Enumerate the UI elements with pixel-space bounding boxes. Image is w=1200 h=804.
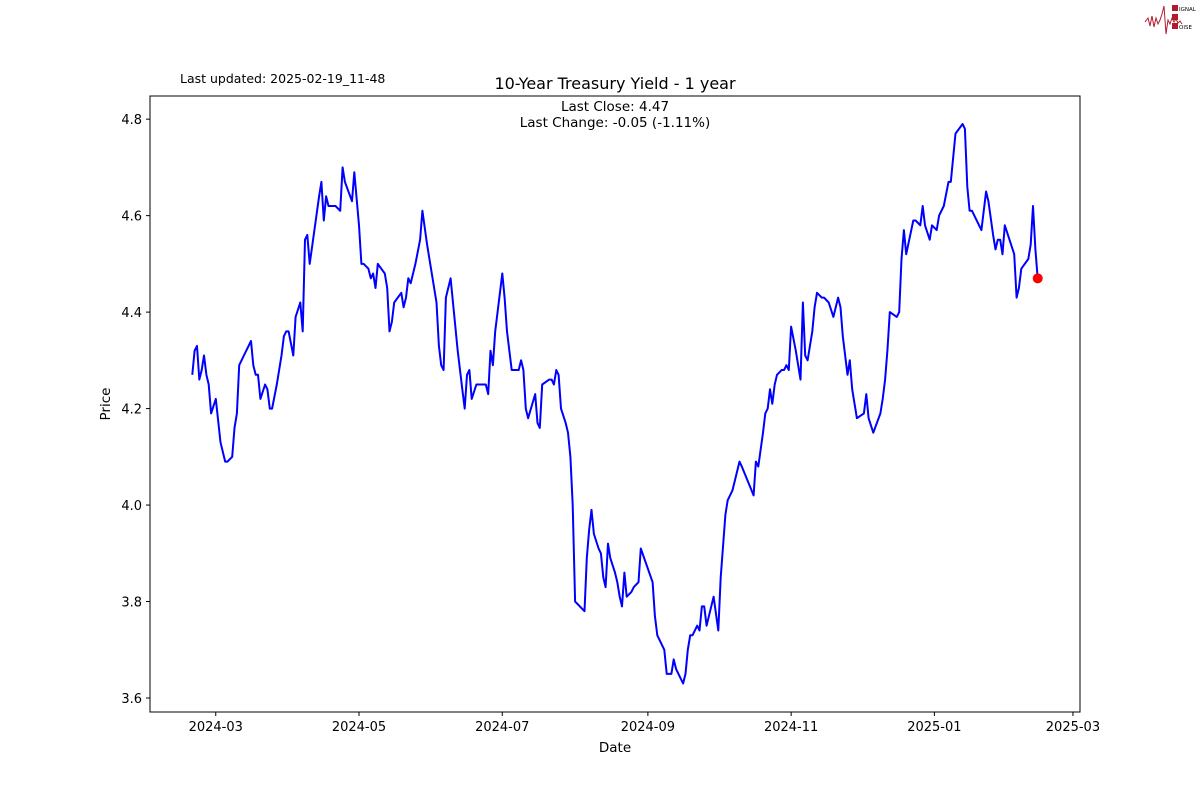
plot-frame: [149, 95, 1081, 713]
x-tick-label: 2024-09: [621, 720, 675, 735]
x-tick-label: 2025-01: [907, 720, 961, 735]
x-tick-label: 2025-03: [1046, 720, 1100, 735]
x-tick-label: 2024-05: [332, 720, 386, 735]
x-axis-label: Date: [599, 740, 631, 756]
last-close-annotation: Last Close: 4.47: [561, 99, 669, 115]
x-tick-label: 2024-07: [475, 720, 529, 735]
signal-2-noise-logo: IGNAL OISE: [1144, 5, 1197, 35]
chart-title: 10-Year Treasury Yield - 1 year: [494, 74, 736, 93]
x-tick-label: 2024-03: [189, 720, 243, 735]
x-tick-label: 2024-11: [764, 720, 818, 735]
y-tick-label: 3.6: [121, 692, 142, 707]
y-tick-label: 4.0: [121, 499, 142, 514]
svg-text:OISE: OISE: [1179, 25, 1192, 31]
y-tick-label: 4.6: [121, 210, 142, 225]
series-line: [191, 123, 1039, 685]
y-tick-label: 3.8: [121, 596, 142, 611]
svg-text:IGNAL: IGNAL: [1179, 7, 1197, 13]
y-tick-label: 4.4: [121, 306, 142, 321]
axis-ticks: 2024-03 2024-05 2024-07 2024-09 2024-11 2025-…: [121, 113, 1100, 735]
last-updated-label: Last updated: 2025-02-19_11-48: [180, 71, 385, 86]
last-point-marker: [1032, 273, 1043, 284]
last-change-annotation: Last Change: -0.05 (-1.11%): [520, 115, 710, 131]
y-tick-label: 4.2: [121, 403, 142, 418]
y-tick-label: 4.8: [121, 113, 142, 128]
y-axis-label: Price: [98, 388, 114, 421]
